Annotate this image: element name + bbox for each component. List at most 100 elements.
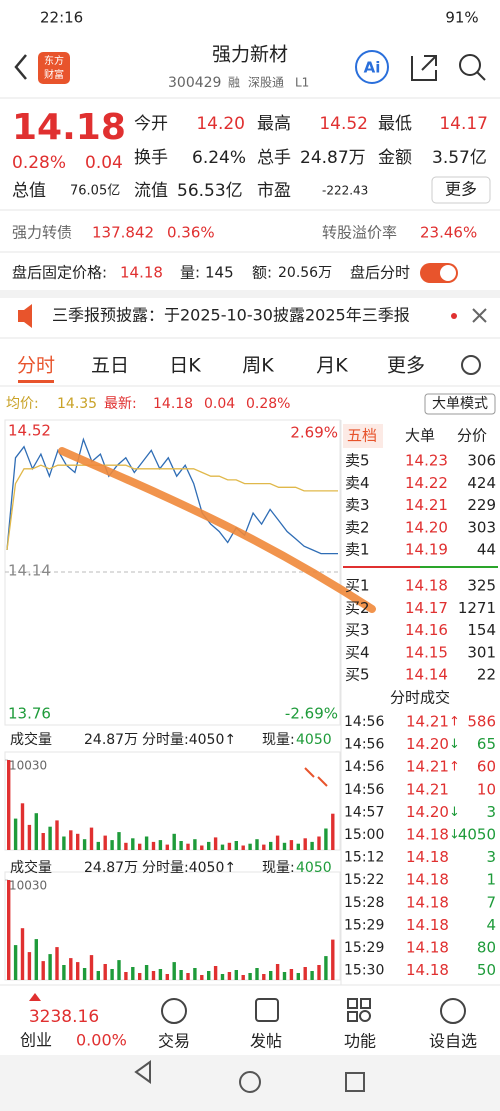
volume-current: 分时量:4050↑ xyxy=(142,860,236,876)
toolbar-button[interactable]: 交易 xyxy=(158,1032,190,1051)
field-label: 最高 xyxy=(257,114,291,134)
trade-time: 14:56 xyxy=(344,782,384,798)
field-value: 76.05亿 xyxy=(70,184,120,199)
book-label: 卖2 xyxy=(345,518,370,536)
field-value: 14.52 xyxy=(319,114,368,134)
toolbar-button[interactable]: 设自选 xyxy=(429,1032,477,1051)
tab[interactable]: 周K xyxy=(242,355,274,377)
volume-bar xyxy=(227,972,232,980)
nav-home[interactable] xyxy=(239,1071,261,1093)
y-tick-label: 10030 xyxy=(9,879,47,893)
volume-bar xyxy=(144,965,149,980)
chart-header-last: 14.18 xyxy=(153,396,193,412)
volume-bar xyxy=(62,965,66,980)
volume-bar xyxy=(241,845,245,850)
stock-tag: L1 xyxy=(295,76,309,90)
logo-text: 财富 xyxy=(44,68,64,81)
tab[interactable]: 月K xyxy=(316,355,348,377)
volume-bar xyxy=(76,833,80,850)
search-button[interactable] xyxy=(459,54,481,76)
volume-bar xyxy=(275,964,280,980)
ah-volume: 145 xyxy=(205,264,234,282)
field-value: 14.20 xyxy=(196,114,245,134)
volume-bar xyxy=(255,839,259,850)
tab[interactable]: 分时 xyxy=(17,355,55,377)
volume-bar xyxy=(193,968,197,980)
nav-recent[interactable] xyxy=(345,1072,365,1092)
mode-label[interactable]: 大单模式 xyxy=(432,396,488,412)
ai-icon: Ai xyxy=(364,59,381,77)
ah-chart-label[interactable]: 盘后分时 xyxy=(350,264,410,282)
toolbar-button[interactable]: 功能 xyxy=(344,1032,376,1051)
index-value: 3238.16 xyxy=(29,1007,99,1027)
field-label: 市盈 xyxy=(257,181,291,201)
trade-volume: 3 xyxy=(486,803,496,821)
toggle-knob xyxy=(440,265,456,281)
bond-change: 0.36% xyxy=(167,224,215,242)
volume-bar xyxy=(103,964,107,980)
volume-bar xyxy=(13,818,18,850)
stock-tag: 深股通 xyxy=(248,76,284,90)
book-price: 14.18 xyxy=(405,577,448,595)
trade-volume: 1 xyxy=(486,871,496,889)
field-value: 14.17 xyxy=(439,114,488,134)
trade-arrow: ↑ xyxy=(449,760,460,775)
volume-bar xyxy=(172,962,176,980)
more-button[interactable]: 更多 xyxy=(445,180,477,199)
mode-button[interactable] xyxy=(424,393,496,415)
trade-price: 14.21 xyxy=(406,780,449,798)
logo-text: 东方 xyxy=(44,54,64,67)
volume-bar xyxy=(324,828,328,850)
volume-bar xyxy=(207,841,211,850)
ah-amount: 20.56万 xyxy=(278,265,332,281)
toolbar-button[interactable]: 发帖 xyxy=(250,1032,282,1051)
settings-button[interactable] xyxy=(461,355,481,375)
trade-time: 14:56 xyxy=(344,759,384,775)
index-change: 0.00% xyxy=(76,1031,127,1050)
ah-price: 14.18 xyxy=(120,264,163,282)
volume-bar xyxy=(82,839,87,850)
book-price: 14.16 xyxy=(405,621,448,639)
volume-bar xyxy=(138,843,142,850)
tab[interactable]: 日K xyxy=(169,355,201,377)
share-button[interactable] xyxy=(411,55,437,81)
volume-bar xyxy=(165,974,169,980)
expand-icon[interactable] xyxy=(304,767,328,787)
nav-back[interactable] xyxy=(134,1060,151,1084)
volume-bar xyxy=(20,803,25,850)
more-button[interactable] xyxy=(431,176,491,204)
volume-bar xyxy=(158,969,163,980)
trade-time: 14:56 xyxy=(344,737,384,753)
notice-close[interactable] xyxy=(472,308,487,323)
trade-volume: 50 xyxy=(477,961,496,979)
book-volume: 424 xyxy=(467,474,496,492)
change-pct: 0.28% xyxy=(12,153,66,173)
volume-bar xyxy=(131,838,135,850)
volume-bar xyxy=(220,844,225,850)
book-tab[interactable]: 大单 xyxy=(405,427,435,445)
trade-time: 15:30 xyxy=(344,963,384,979)
volume-bar xyxy=(131,967,135,980)
volume-bar xyxy=(179,970,183,980)
field-label: 总值 xyxy=(12,181,46,201)
band xyxy=(0,290,500,298)
volume-bar xyxy=(151,971,156,980)
trade-time: 15:29 xyxy=(344,917,384,933)
back-button[interactable] xyxy=(14,54,27,80)
ai-button[interactable] xyxy=(355,50,389,84)
trade-price: 14.20 xyxy=(406,803,449,821)
book-label: 买2 xyxy=(345,599,370,617)
book-tab[interactable]: 分价 xyxy=(457,427,487,445)
tab[interactable]: 五日 xyxy=(91,355,129,377)
tab[interactable]: 更多 xyxy=(387,355,425,377)
stock-tag: 融 xyxy=(228,76,240,90)
trade-price: 14.20 xyxy=(406,735,449,753)
book-volume: 303 xyxy=(467,518,496,536)
volume-bar xyxy=(200,845,204,850)
trade-volume: 586 xyxy=(467,713,496,731)
trade-price: 14.21 xyxy=(406,713,449,731)
book-tab[interactable]: 五档 xyxy=(347,427,377,445)
volume-bar xyxy=(186,843,190,850)
volume-bar xyxy=(248,973,252,980)
